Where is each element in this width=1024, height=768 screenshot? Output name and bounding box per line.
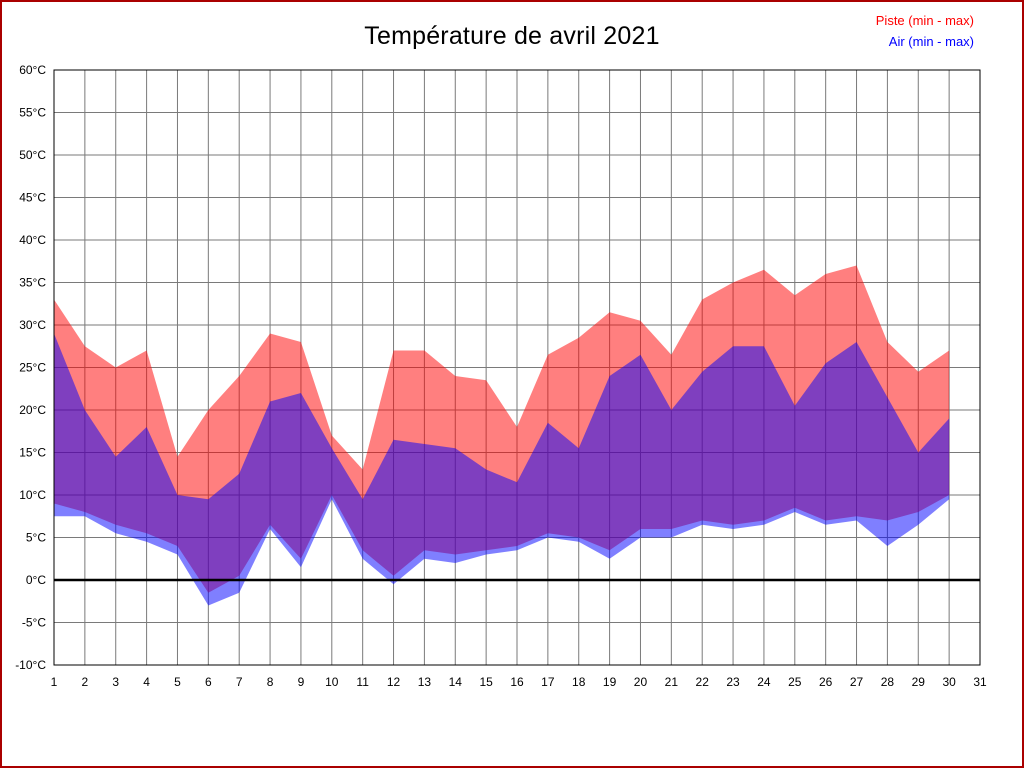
y-axis-tick-label: 5°C <box>26 531 46 545</box>
x-axis-tick-label: 14 <box>449 675 463 689</box>
y-axis-tick-label: 60°C <box>19 63 46 77</box>
x-axis-tick-label: 5 <box>174 675 181 689</box>
x-axis-tick-label: 31 <box>973 675 987 689</box>
x-axis-tick-label: 7 <box>236 675 243 689</box>
x-axis-tick-label: 20 <box>634 675 648 689</box>
x-axis-tick-label: 21 <box>665 675 679 689</box>
x-axis-tick-label: 15 <box>479 675 493 689</box>
y-axis-tick-label: 10°C <box>19 488 46 502</box>
y-axis-tick-label: 15°C <box>19 446 46 460</box>
y-axis-tick-label: 20°C <box>19 403 46 417</box>
y-axis-tick-label: 35°C <box>19 276 46 290</box>
y-axis-tick-label: 45°C <box>19 191 46 205</box>
x-axis-tick-label: 17 <box>541 675 555 689</box>
x-axis-tick-label: 8 <box>267 675 274 689</box>
x-axis-tick-label: 24 <box>757 675 771 689</box>
chart-title: Température de avril 2021 <box>364 22 660 50</box>
x-axis-tick-label: 4 <box>143 675 150 689</box>
y-axis-tick-label: 25°C <box>19 361 46 375</box>
x-axis-tick-label: 22 <box>696 675 710 689</box>
x-axis-tick-label: 30 <box>942 675 956 689</box>
x-axis-tick-label: 12 <box>387 675 401 689</box>
x-axis-tick-label: 9 <box>298 675 305 689</box>
air-minmax-band <box>54 333 950 606</box>
chart-legend: Piste (min - max) Air (min - max) <box>876 10 974 52</box>
x-axis-tick-label: 28 <box>881 675 895 689</box>
x-axis-tick-label: 29 <box>912 675 926 689</box>
y-axis-tick-label: 0°C <box>26 573 46 587</box>
x-axis-tick-label: 16 <box>510 675 524 689</box>
x-axis-tick-label: 13 <box>418 675 432 689</box>
y-axis-tick-label: -10°C <box>15 658 46 672</box>
y-axis-tick-label: 55°C <box>19 106 46 120</box>
y-axis-tick-label: 30°C <box>19 318 46 332</box>
legend-air: Air (min - max) <box>888 34 974 49</box>
x-axis-tick-label: 1 <box>51 675 58 689</box>
x-axis-tick-label: 2 <box>82 675 89 689</box>
x-axis-tick-label: 27 <box>850 675 864 689</box>
x-axis-tick-label: 26 <box>819 675 833 689</box>
x-axis-tick-label: 3 <box>112 675 119 689</box>
y-axis-tick-label: -5°C <box>22 616 46 630</box>
x-axis-tick-label: 23 <box>726 675 740 689</box>
x-axis-tick-label: 10 <box>325 675 339 689</box>
x-axis-tick-label: 19 <box>603 675 617 689</box>
x-axis-tick-label: 6 <box>205 675 212 689</box>
x-axis-tick-label: 18 <box>572 675 586 689</box>
y-axis-tick-label: 50°C <box>19 148 46 162</box>
x-axis-tick-label: 11 <box>356 675 369 689</box>
y-axis-tick-label: 40°C <box>19 233 46 247</box>
plot-frame <box>53 69 981 666</box>
x-axis-tick-label: 25 <box>788 675 802 689</box>
legend-piste: Piste (min - max) <box>875 13 974 28</box>
